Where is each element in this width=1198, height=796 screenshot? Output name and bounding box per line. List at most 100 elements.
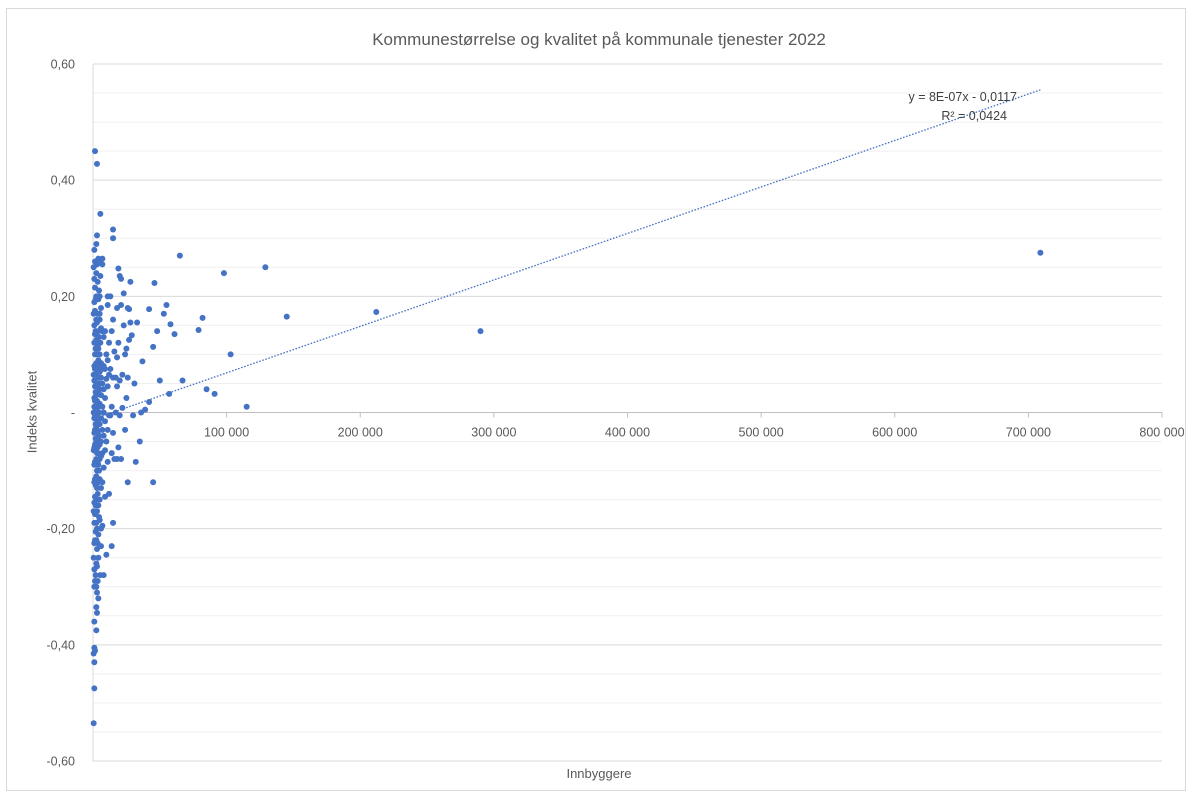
data-points <box>90 148 1044 727</box>
data-point <box>103 438 110 445</box>
data-point <box>122 351 129 358</box>
x-tick-label: 200 000 <box>338 426 383 440</box>
data-point <box>93 604 100 611</box>
data-point <box>150 343 157 350</box>
data-point <box>211 390 218 397</box>
data-point <box>128 332 135 339</box>
data-point <box>103 351 110 358</box>
data-point <box>120 322 127 329</box>
data-point <box>92 284 99 291</box>
data-point <box>103 375 110 382</box>
data-point <box>107 365 114 372</box>
data-point <box>92 572 99 579</box>
data-point <box>127 278 134 285</box>
data-point <box>91 566 98 573</box>
data-point <box>120 290 127 297</box>
data-point <box>95 554 102 561</box>
data-point <box>100 409 107 416</box>
data-point <box>119 404 126 411</box>
tick-labels: 100 000 200 000 300 000 400 000 500 000 600 0… <box>47 58 1185 769</box>
data-point <box>90 554 97 561</box>
data-point <box>110 226 117 233</box>
data-point <box>124 479 131 486</box>
data-point <box>151 279 158 286</box>
data-point <box>123 394 130 401</box>
data-point <box>112 409 119 416</box>
data-point <box>115 339 122 346</box>
data-point <box>92 331 99 338</box>
data-point <box>91 377 98 384</box>
data-point <box>91 339 98 346</box>
data-point <box>111 348 118 355</box>
trendline-equation-label: y = 8E-07x - 0,0117 <box>908 90 1017 104</box>
data-point <box>115 444 122 451</box>
data-point <box>92 435 99 442</box>
x-tick-label: 100 000 <box>204 426 249 440</box>
data-point <box>90 371 97 378</box>
data-point <box>106 339 113 346</box>
data-point <box>110 316 117 323</box>
data-point <box>99 426 106 433</box>
data-point <box>91 499 98 506</box>
data-point <box>91 415 98 422</box>
data-point <box>91 685 98 692</box>
data-point <box>134 319 141 326</box>
data-point <box>90 650 97 657</box>
x-tick-label: 600 000 <box>872 426 917 440</box>
data-point <box>156 377 163 384</box>
data-point <box>91 363 98 370</box>
x-tick-label: 700 000 <box>1006 426 1051 440</box>
data-point <box>124 374 131 381</box>
data-point <box>90 310 97 317</box>
data-point <box>243 403 250 410</box>
y-tick-label: -0,60 <box>47 755 76 769</box>
data-point <box>110 429 117 436</box>
data-point <box>136 438 143 445</box>
data-point <box>100 464 107 471</box>
data-point <box>98 304 105 311</box>
data-point <box>116 273 123 280</box>
data-point <box>93 241 100 248</box>
data-point <box>150 479 157 486</box>
trendline-r2-label: R² = 0,0424 <box>941 109 1007 123</box>
y-tick-label: - <box>71 406 75 420</box>
data-point <box>90 508 97 515</box>
data-point <box>1037 249 1044 256</box>
data-point <box>94 232 101 239</box>
data-point <box>93 316 100 323</box>
chart-title: Kommunestørrelse og kvalitet på kommunal… <box>372 30 826 49</box>
data-point <box>122 426 129 433</box>
data-point <box>91 322 98 329</box>
data-point <box>100 432 107 439</box>
x-axis-label: Innbyggere <box>566 766 632 781</box>
data-point <box>91 246 98 253</box>
data-point <box>91 479 98 486</box>
data-point <box>283 313 290 320</box>
data-point <box>104 293 111 300</box>
data-point <box>104 426 111 433</box>
data-point <box>92 345 99 352</box>
trendline <box>92 89 1041 420</box>
x-tick-label: 400 000 <box>605 426 650 440</box>
x-tick-label: 800 000 <box>1139 426 1184 440</box>
data-point <box>171 331 178 338</box>
data-point <box>123 345 130 352</box>
data-point <box>92 493 99 500</box>
y-tick-label: -0,20 <box>47 522 76 536</box>
data-point <box>227 351 234 358</box>
data-point <box>90 264 97 271</box>
data-point <box>220 270 227 277</box>
data-point <box>92 351 99 358</box>
data-point <box>114 304 121 311</box>
data-point <box>127 319 134 326</box>
data-point <box>91 540 98 547</box>
data-point <box>102 493 109 500</box>
data-point <box>92 148 99 155</box>
data-point <box>93 627 100 634</box>
data-point <box>130 412 137 419</box>
data-point <box>203 386 210 393</box>
data-point <box>160 310 167 317</box>
data-point <box>91 394 98 401</box>
data-point <box>91 403 98 410</box>
